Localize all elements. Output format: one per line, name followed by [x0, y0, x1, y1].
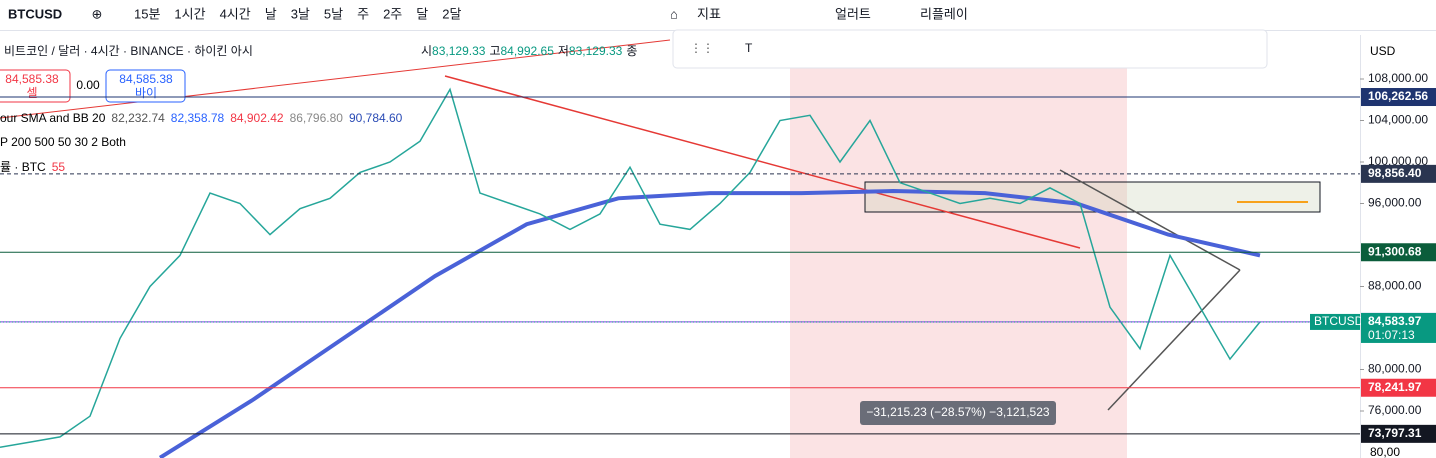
interval-button[interactable]: 3날 — [291, 6, 310, 21]
alerts-button[interactable]: 얼러트 — [835, 6, 871, 21]
interval-button[interactable]: 2주 — [383, 6, 402, 21]
price-level-tag — [1361, 164, 1436, 183]
indicator-3: 률 · BTC 55 — [0, 160, 65, 174]
top-toolbar — [0, 0, 1436, 30]
price-level-label: 91,300.68 — [1368, 244, 1422, 258]
sell-price: 84,585.38 — [5, 72, 59, 86]
current-symbol: BTCUSD — [1314, 314, 1364, 328]
symbol[interactable]: BTCUSD — [8, 6, 62, 21]
current-price-tag — [1361, 312, 1436, 343]
svg-text:⌂: ⌂ — [670, 6, 678, 21]
price-level-tag — [1361, 424, 1436, 443]
interval-button[interactable]: 2달 — [442, 6, 461, 21]
replay-button[interactable]: 리플레이 — [920, 6, 968, 21]
legend-title: 비트코인 / 달러 · 4시간 · BINANCE · 하이킨 아시 — [4, 44, 253, 58]
current-tag — [1310, 313, 1360, 330]
interval-button[interactable]: 날 — [265, 6, 277, 21]
volume-axis-label: 80,00 — [1370, 445, 1400, 458]
y-tick-label: 88,000.00 — [1368, 279, 1422, 293]
ohlc: 시83,129.33 고84,992.65 저83,129.33 종 — [421, 44, 637, 58]
spread: 0.00 — [76, 78, 100, 92]
buy-price: 84,585.38 — [119, 72, 173, 86]
sell-label: 셀 — [26, 86, 37, 100]
price-level-tag — [1361, 243, 1436, 262]
price-level-label: 98,856.40 — [1368, 166, 1422, 180]
price-level-label: 78,241.97 — [1368, 380, 1422, 394]
buy-label: 바이 — [135, 86, 157, 100]
interval-button[interactable]: 4시간 — [220, 6, 251, 21]
price-path — [0, 87, 1261, 449]
measure-box — [860, 401, 1056, 425]
y-tick-label: 100,000.00 — [1368, 154, 1428, 168]
indicator-1: our SMA and BB 20 82,232.74 82,358.78 84,90… — [0, 111, 403, 125]
currency[interactable]: USD — [1370, 44, 1396, 58]
y-tick-label: 76,000.00 — [1368, 403, 1422, 417]
interval-button[interactable]: 주 — [357, 6, 369, 21]
indicators-button[interactable]: 지표 — [697, 6, 721, 21]
interval-button[interactable]: 1시간 — [174, 6, 205, 21]
price-level-label: 106,262.56 — [1368, 89, 1428, 103]
svg-text:⋮⋮: ⋮⋮ — [690, 41, 714, 55]
interval-button[interactable]: 달 — [416, 6, 428, 21]
interval-button[interactable]: 5날 — [324, 6, 343, 21]
svg-text:T: T — [745, 41, 753, 55]
price-level-tag — [1361, 378, 1436, 397]
y-tick-label: 96,000.00 — [1368, 196, 1422, 210]
indicator-2: P 200 500 50 30 2 Both — [0, 135, 126, 149]
measure-label: −31,215.23 (−28.57%) −3,121,523 — [866, 405, 1049, 419]
price-level-tag — [1361, 88, 1436, 107]
drawing-toolbar: ⋮⋮ T — [672, 29, 1268, 69]
interval-button[interactable]: 15분 — [134, 6, 160, 21]
y-tick-label: 108,000.00 — [1368, 71, 1428, 85]
buy-button[interactable] — [105, 69, 186, 103]
y-tick-label: 80,000.00 — [1368, 362, 1422, 376]
ma-200 — [158, 188, 1261, 458]
y-tick-label: 104,000.00 — [1368, 113, 1428, 127]
sell-button[interactable] — [0, 69, 71, 103]
price-level-label: 73,797.31 — [1368, 426, 1422, 440]
svg-text:⊕: ⊕ — [92, 6, 103, 21]
countdown: 01:07:13 — [1368, 328, 1415, 342]
current-price-label: 84,583.97 — [1368, 314, 1422, 328]
